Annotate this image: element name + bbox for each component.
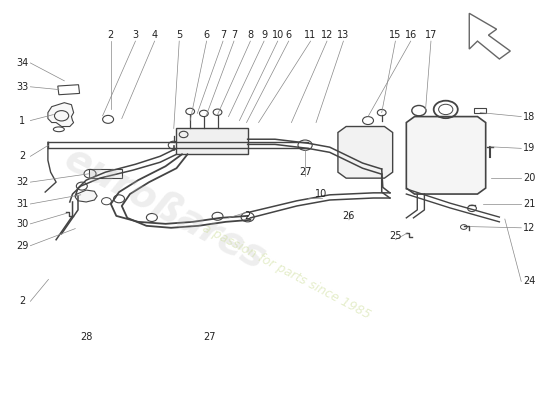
Text: 33: 33 (16, 82, 28, 92)
Text: 29: 29 (16, 241, 29, 251)
Text: 1: 1 (19, 116, 25, 126)
Polygon shape (338, 126, 393, 178)
Text: 11: 11 (305, 30, 317, 40)
Text: 25: 25 (389, 231, 402, 241)
Text: 4: 4 (152, 30, 158, 40)
Text: 30: 30 (16, 219, 28, 229)
Text: 6: 6 (204, 30, 210, 40)
Text: 2: 2 (108, 30, 114, 40)
Text: 12: 12 (523, 223, 536, 233)
Text: 27: 27 (299, 167, 311, 177)
Text: 2: 2 (245, 211, 251, 221)
Text: euroßares: euroßares (58, 139, 273, 277)
Bar (58, 85, 80, 95)
Text: 2: 2 (19, 296, 25, 306)
Text: 31: 31 (16, 199, 28, 209)
Text: 18: 18 (524, 112, 536, 122)
Text: 15: 15 (389, 30, 402, 40)
Text: 24: 24 (523, 276, 536, 286)
Text: 10: 10 (315, 189, 328, 199)
Polygon shape (406, 116, 486, 194)
Polygon shape (469, 13, 510, 59)
Text: 27: 27 (203, 332, 216, 342)
Text: 10: 10 (272, 30, 284, 40)
Text: 6: 6 (285, 30, 292, 40)
Bar (474, 108, 486, 114)
Text: 20: 20 (523, 173, 536, 183)
Polygon shape (48, 103, 74, 126)
Text: 34: 34 (16, 58, 28, 68)
Text: 17: 17 (425, 30, 437, 40)
Text: 9: 9 (261, 30, 267, 40)
Text: 7: 7 (220, 30, 226, 40)
Text: 16: 16 (405, 30, 417, 40)
Bar (177, 128, 248, 154)
Text: 28: 28 (80, 332, 92, 342)
Text: 5: 5 (176, 30, 183, 40)
Text: 7: 7 (231, 30, 237, 40)
Text: a passion for parts since 1985: a passion for parts since 1985 (200, 222, 372, 322)
Text: 2: 2 (19, 151, 25, 161)
Text: 13: 13 (337, 30, 350, 40)
Polygon shape (75, 190, 97, 202)
Bar (89, 170, 122, 178)
Text: 8: 8 (248, 30, 254, 40)
Text: 3: 3 (133, 30, 139, 40)
Text: 12: 12 (321, 30, 333, 40)
Text: 21: 21 (523, 199, 536, 209)
Text: 32: 32 (16, 177, 29, 187)
Text: 26: 26 (343, 211, 355, 221)
Text: 19: 19 (524, 143, 536, 153)
